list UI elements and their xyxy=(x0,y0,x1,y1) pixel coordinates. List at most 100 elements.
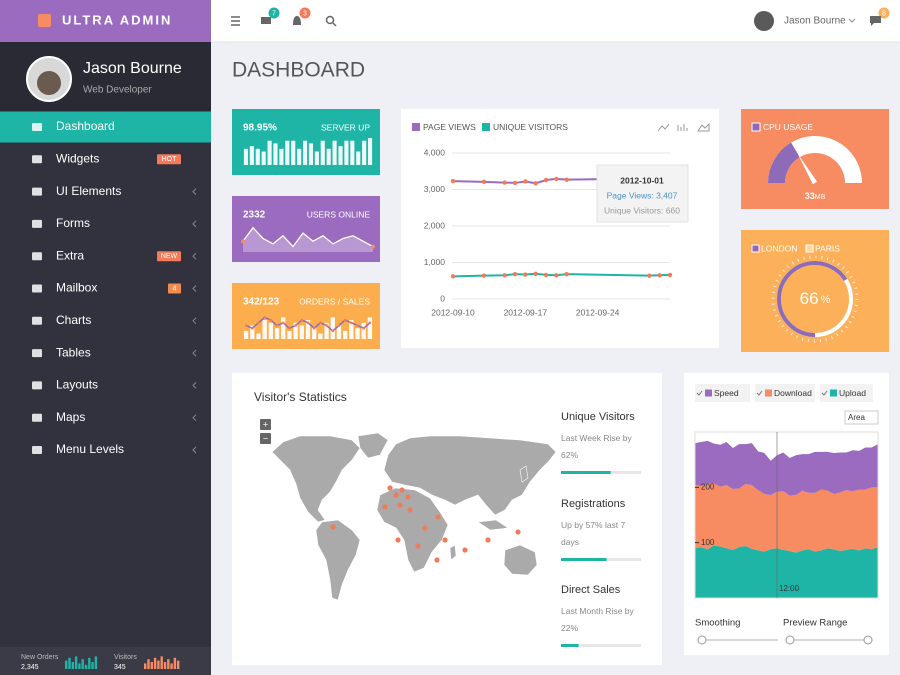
series-point[interactable] xyxy=(502,273,507,278)
series-point[interactable] xyxy=(533,181,538,186)
profile-avatar-face xyxy=(37,71,61,95)
menu-icon xyxy=(32,123,42,131)
map-marker[interactable] xyxy=(393,492,399,498)
renderer-select[interactable] xyxy=(844,410,879,425)
series-point[interactable] xyxy=(450,274,456,279)
spark-bar xyxy=(256,333,261,339)
brand-bar xyxy=(0,0,211,42)
series-point[interactable] xyxy=(450,178,456,184)
zoom-button[interactable] xyxy=(260,433,271,444)
donut-unit: % xyxy=(821,294,831,306)
footer-bar xyxy=(81,659,84,669)
series-point[interactable] xyxy=(564,271,569,277)
series-point[interactable] xyxy=(502,180,507,185)
map-marker[interactable] xyxy=(442,537,448,543)
map-marker[interactable] xyxy=(387,485,393,491)
menu-item[interactable]: Extra xyxy=(56,248,84,262)
menu-item[interactable]: Menu Levels xyxy=(56,442,124,456)
footer-bar xyxy=(91,662,94,669)
series-point[interactable] xyxy=(481,179,487,185)
series-point[interactable] xyxy=(564,177,569,182)
menu-item[interactable]: Mailbox xyxy=(56,281,97,295)
series-point[interactable] xyxy=(523,272,528,277)
map-marker[interactable] xyxy=(382,504,388,510)
slider-handle[interactable] xyxy=(785,635,795,645)
menu-item[interactable]: Forms xyxy=(56,216,90,230)
series-point[interactable] xyxy=(667,272,673,278)
brand-name: ULTRA ADMIN xyxy=(62,12,172,27)
page-title: DASHBOARD xyxy=(232,59,365,82)
menu-item[interactable]: Layouts xyxy=(56,378,98,392)
bell-icon[interactable] xyxy=(293,16,301,25)
series-point[interactable] xyxy=(543,177,549,183)
chart-type-icon[interactable] xyxy=(657,123,670,132)
map-marker[interactable] xyxy=(435,514,441,520)
slider-handle[interactable] xyxy=(697,635,707,645)
spark-dot xyxy=(362,326,366,330)
map-marker[interactable] xyxy=(397,502,403,508)
zoom-button-label[interactable]: − xyxy=(263,433,268,443)
spark-bar xyxy=(302,140,308,165)
menu-item[interactable]: Widgets xyxy=(56,151,99,165)
menu-item[interactable]: Tables xyxy=(56,345,91,359)
tooltip-line: Page Views: 3,407 xyxy=(607,190,678,200)
series-point[interactable] xyxy=(554,176,559,182)
chat-icon[interactable] xyxy=(870,16,881,26)
zoom-button[interactable] xyxy=(260,419,271,430)
map-marker[interactable] xyxy=(415,543,421,549)
x-tick-label: 12:00 xyxy=(779,584,800,593)
map-marker[interactable] xyxy=(407,507,413,513)
legend-toggle[interactable] xyxy=(820,384,873,402)
series-point[interactable] xyxy=(647,273,652,278)
user-avatar[interactable] xyxy=(754,11,774,31)
legend-label[interactable]: PAGE VIEWS xyxy=(423,122,476,132)
menu-item[interactable]: Dashboard xyxy=(56,119,115,133)
map-marker[interactable] xyxy=(485,537,491,543)
series-point[interactable] xyxy=(554,273,559,278)
series-point[interactable] xyxy=(523,179,528,184)
legend-label[interactable]: Upload xyxy=(839,388,866,398)
series-point[interactable] xyxy=(512,271,518,277)
series-point[interactable] xyxy=(512,180,518,186)
series-point[interactable] xyxy=(657,273,662,278)
legend-toggle[interactable] xyxy=(755,384,815,402)
legend-label[interactable]: Download xyxy=(774,388,812,398)
slider-handle[interactable] xyxy=(863,635,873,645)
zoom-button-label[interactable]: + xyxy=(263,419,268,429)
renderer-select-label[interactable]: Area xyxy=(848,413,865,422)
map-marker[interactable] xyxy=(434,557,440,563)
menu-icon xyxy=(32,316,42,325)
plot-frame xyxy=(694,431,879,599)
map-marker[interactable] xyxy=(330,524,336,530)
legend-swatch xyxy=(830,389,837,397)
map-marker[interactable] xyxy=(399,487,405,493)
donut-label: 66% xyxy=(800,289,831,308)
map-marker[interactable] xyxy=(395,537,401,543)
menu-item[interactable]: UI Elements xyxy=(56,184,121,198)
spark-bar xyxy=(349,320,354,339)
spark-bar xyxy=(255,148,260,165)
menu-item[interactable]: Maps xyxy=(56,410,85,424)
chart-type-icon[interactable] xyxy=(697,122,710,132)
series-point[interactable] xyxy=(543,272,549,278)
user-name[interactable]: Jason Bourne xyxy=(784,16,846,27)
series-point[interactable] xyxy=(481,273,487,278)
legend-toggle[interactable] xyxy=(695,384,750,402)
menu-chevron xyxy=(192,252,197,260)
legend-label[interactable]: Speed xyxy=(714,388,739,398)
chart-type-icon[interactable] xyxy=(677,124,688,131)
spark-dot xyxy=(368,321,372,325)
menu-chevron xyxy=(192,285,197,292)
legend-label[interactable]: UNIQUE VISITORS xyxy=(493,122,568,132)
menu-icon xyxy=(32,187,42,196)
mail-icon[interactable] xyxy=(261,17,271,24)
series-point[interactable] xyxy=(533,271,538,277)
map-region xyxy=(357,432,389,459)
map-marker[interactable] xyxy=(462,547,468,553)
map-marker[interactable] xyxy=(405,494,411,500)
menu-item[interactable]: Charts xyxy=(56,313,91,327)
map-marker[interactable] xyxy=(515,529,521,535)
footer-bar xyxy=(71,662,74,669)
search-icon[interactable] xyxy=(325,15,335,25)
map-marker[interactable] xyxy=(422,525,428,531)
